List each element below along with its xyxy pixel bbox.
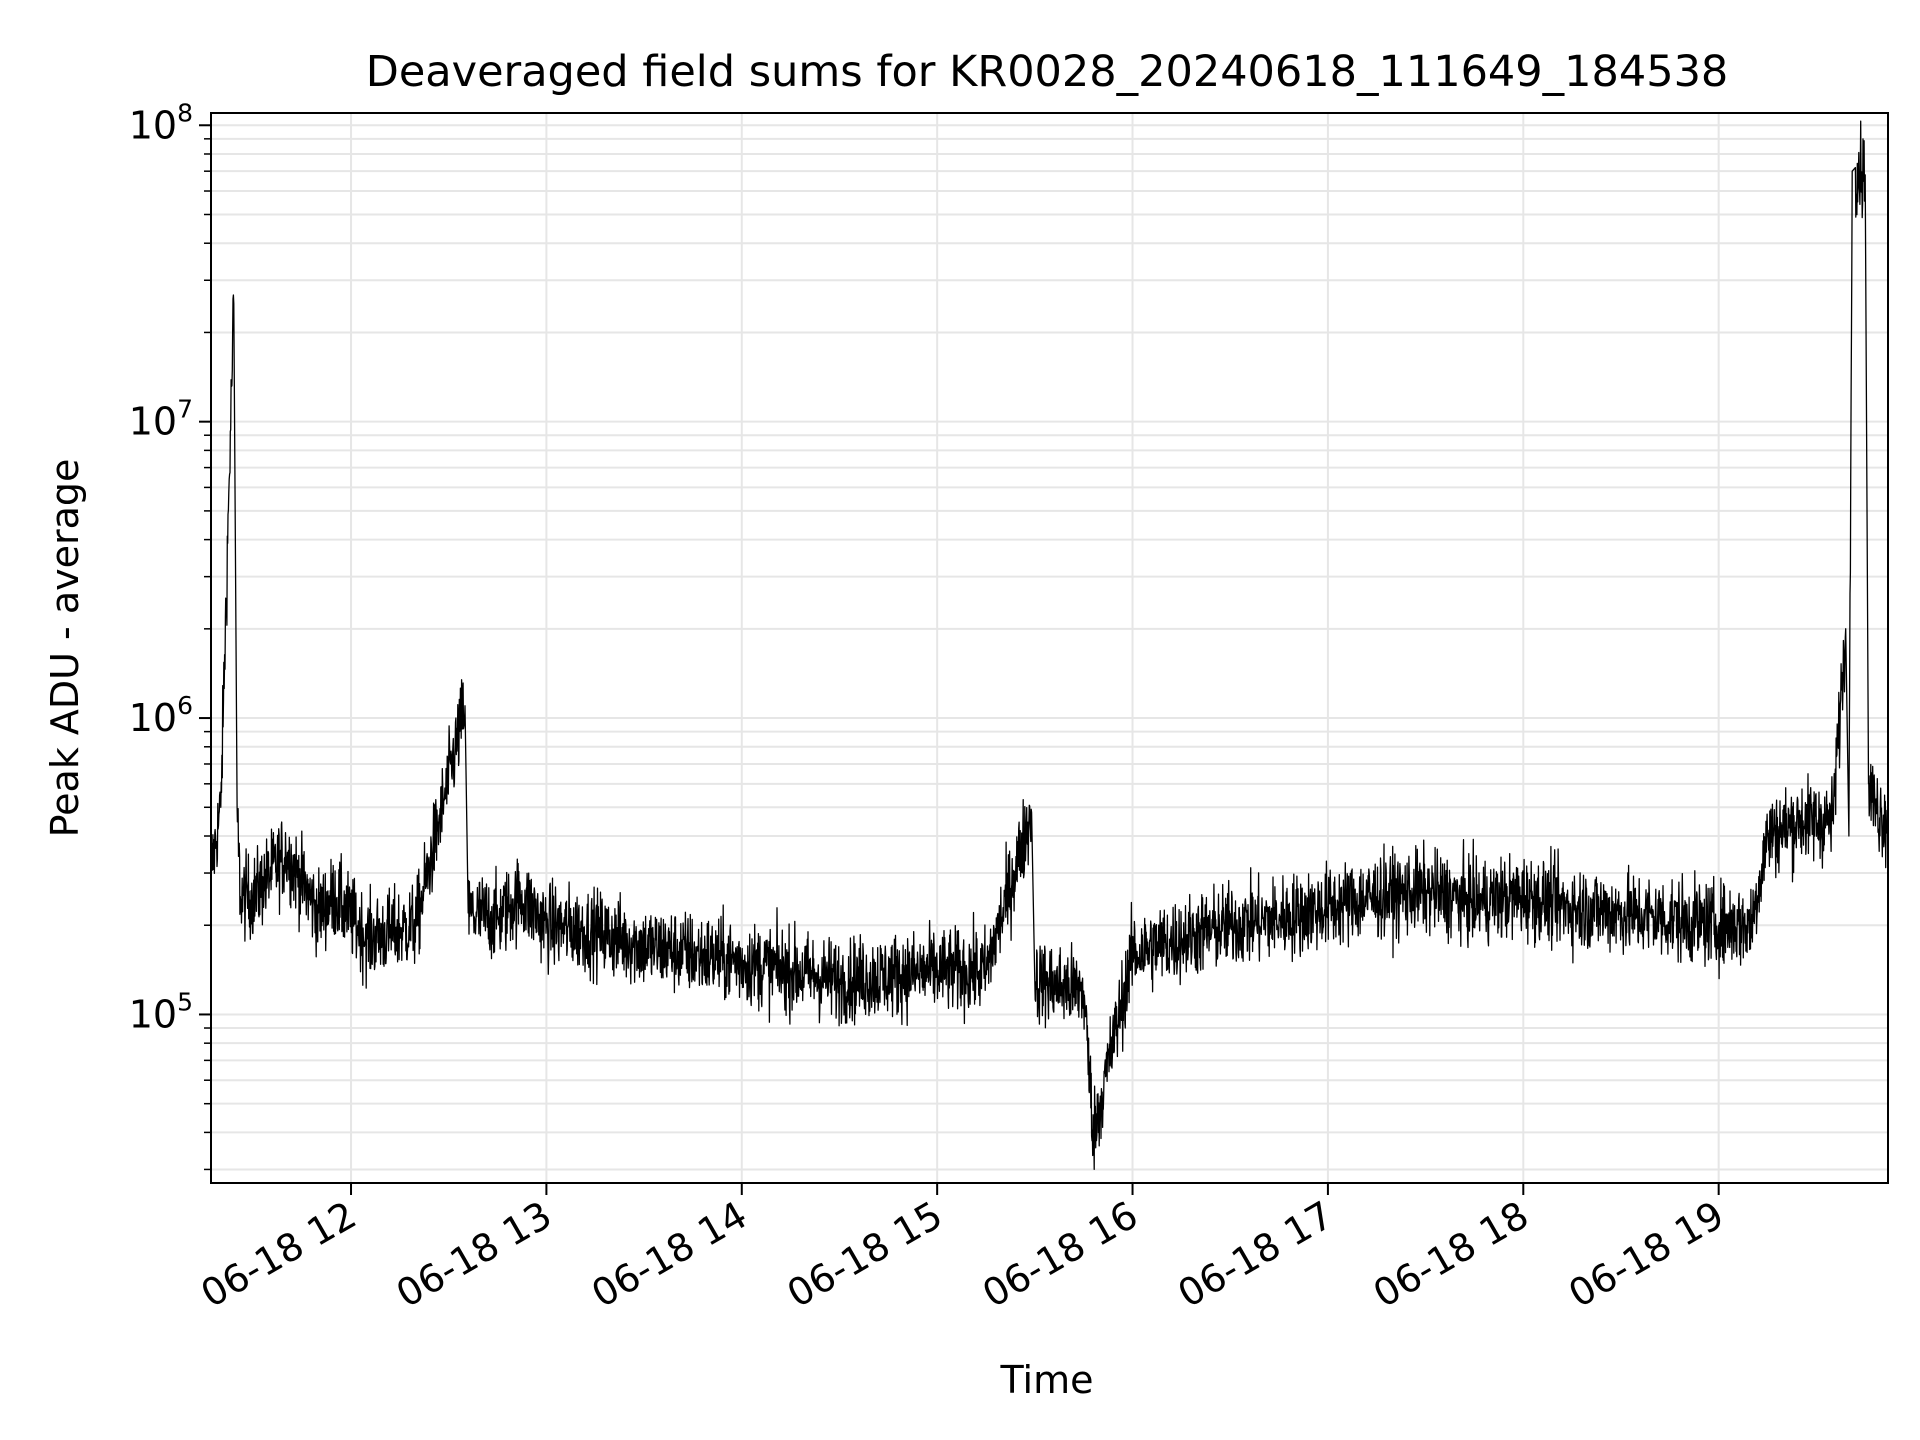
x-tick-label: 06-18 16 bbox=[975, 1193, 1145, 1317]
y-tick-label: 108 bbox=[129, 98, 193, 147]
y-tick-label: 106 bbox=[129, 691, 193, 740]
y-tick-label: 105 bbox=[129, 987, 193, 1036]
x-tick-label: 06-18 17 bbox=[1170, 1193, 1340, 1317]
series-layer bbox=[210, 120, 1889, 1171]
x-tick-label: 06-18 15 bbox=[780, 1193, 950, 1317]
y-axis-label: Peak ADU - average bbox=[43, 459, 87, 838]
y-tick-base: 10 bbox=[129, 696, 177, 740]
grid bbox=[211, 113, 1888, 1183]
y-tick-base: 10 bbox=[129, 103, 177, 147]
x-tick-label: 06-18 18 bbox=[1366, 1193, 1536, 1317]
y-tick-exponent: 6 bbox=[177, 691, 193, 720]
y-tick-exponent: 7 bbox=[177, 395, 193, 424]
y-tick-label: 107 bbox=[129, 395, 193, 444]
x-axis: 06-18 12 06-18 13 06-18 14 06-18 15 06-18 16… bbox=[194, 1183, 1731, 1317]
y-tick-exponent: 8 bbox=[177, 98, 193, 127]
series-line bbox=[210, 120, 1889, 1171]
plot-frame bbox=[210, 112, 1889, 1184]
x-tick-label: 06-18 19 bbox=[1561, 1193, 1731, 1317]
y-tick-exponent: 5 bbox=[177, 987, 193, 1016]
y-tick-base: 10 bbox=[129, 992, 177, 1036]
chart-title: Deaveraged field sums for KR0028_2024061… bbox=[366, 47, 1729, 97]
x-tick-label: 06-18 14 bbox=[584, 1193, 754, 1317]
x-axis-label: Time bbox=[1000, 1358, 1094, 1402]
y-tick-base: 10 bbox=[129, 400, 177, 444]
x-tick-label: 06-18 13 bbox=[389, 1193, 559, 1317]
x-tick-label: 06-18 12 bbox=[194, 1193, 364, 1317]
